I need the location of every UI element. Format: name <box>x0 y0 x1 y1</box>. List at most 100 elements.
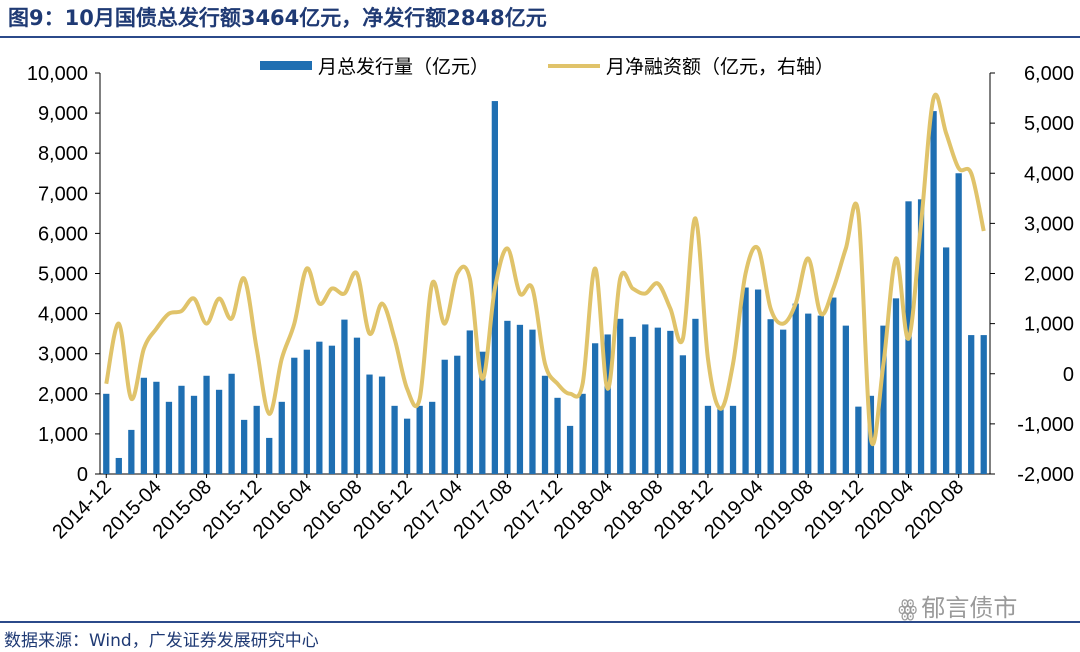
bar-2015-08 <box>203 375 210 474</box>
bar-2017-01 <box>416 405 423 474</box>
bar-2015-04 <box>153 381 160 474</box>
bar-2015-11 <box>241 419 248 474</box>
bar-2016-11 <box>391 405 398 474</box>
bar-2018-11 <box>692 318 699 474</box>
bar-2020-05 <box>917 199 925 474</box>
bar-2017-06 <box>479 351 486 474</box>
bar-2017-11 <box>541 375 549 474</box>
bar-2017-08 <box>504 320 511 474</box>
bar-2016-04 <box>303 349 310 474</box>
y-right-tick-label: 2,000 <box>1024 264 1074 286</box>
y-left-tick-label: 8,000 <box>38 143 88 165</box>
bar-2016-05 <box>316 341 323 474</box>
watermark: ꙮ 郁言债市 <box>898 588 1017 623</box>
bar-2019-02 <box>729 405 737 474</box>
bar-2020-02 <box>880 325 887 474</box>
bar-2018-09 <box>667 330 674 474</box>
bar-2017-02 <box>429 401 436 474</box>
bar-2018-02 <box>579 393 586 474</box>
bar-2016-08 <box>353 337 361 474</box>
bar-2016-09 <box>366 374 373 474</box>
bar-2017-09 <box>516 324 524 474</box>
y-left-tick-label: 9,000 <box>38 103 88 125</box>
bar-2020-06 <box>930 111 937 474</box>
legend-label-line: 月净融资额（亿元，右轴） <box>606 56 834 78</box>
bar-2019-04 <box>754 289 762 474</box>
y-left-tick-label: 1,000 <box>38 424 88 446</box>
watermark-text: 郁言债市 <box>921 594 1018 622</box>
bar-2018-10 <box>679 355 687 474</box>
bar-2016-07 <box>341 319 348 474</box>
bar-2019-10 <box>830 297 837 474</box>
bar-2017-04 <box>454 355 461 474</box>
bar-2016-03 <box>291 357 298 474</box>
y-left-tick-label: 6,000 <box>38 223 88 245</box>
bar-2015-12 <box>253 405 260 474</box>
bar-2017-12 <box>554 397 561 474</box>
bar-2015-01 <box>115 457 122 474</box>
y-right-tick-label: 0 <box>1063 364 1074 386</box>
bar-2018-01 <box>566 425 574 474</box>
y-left-tick-label: 0 <box>77 464 88 486</box>
wechat-icon: ꙮ <box>898 597 918 622</box>
bar-2015-09 <box>215 389 223 474</box>
bar-2018-05 <box>617 318 624 474</box>
bar-2015-10 <box>228 373 235 474</box>
bar-2020-07 <box>942 247 950 474</box>
bar-2018-07 <box>642 324 649 474</box>
legend-label-bar: 月总发行量（亿元） <box>318 56 489 78</box>
bar-2019-11 <box>842 325 849 474</box>
bar-2018-06 <box>629 336 636 474</box>
bar-2020-09 <box>968 335 975 474</box>
bar-2019-01 <box>717 409 724 474</box>
y-right-tick-label: 4,000 <box>1024 163 1074 185</box>
chart-legend: 月总发行量（亿元） 月净融资额（亿元，右轴） <box>260 56 834 78</box>
y-left-tick-label: 7,000 <box>38 183 88 205</box>
y-left-tick-label: 4,000 <box>38 304 88 326</box>
y-right-tick-label: 3,000 <box>1024 213 1074 235</box>
bar-2016-01 <box>266 437 273 474</box>
page-title: 图9：10月国债总发行额3464亿元，净发行额2848亿元 <box>8 6 547 30</box>
y-left-tick-label: 5,000 <box>38 264 88 286</box>
bar-2015-03 <box>140 377 148 474</box>
y-right-tick-label: -1,000 <box>1017 414 1074 436</box>
bar-2018-08 <box>654 327 661 474</box>
y-right-tick-label: 5,000 <box>1024 113 1074 135</box>
y-left-tick-label: 2,000 <box>38 384 88 406</box>
bar-2015-07 <box>190 395 198 474</box>
bar-2015-02 <box>128 429 135 474</box>
bar-2015-05 <box>165 401 173 474</box>
bar-2016-12 <box>403 418 411 474</box>
y-left-tick-label: 10,000 <box>27 63 88 85</box>
legend-swatch-bar <box>260 61 312 70</box>
bar-2020-03 <box>892 298 900 474</box>
bar-2016-02 <box>278 401 285 474</box>
bar-2018-12 <box>704 405 712 474</box>
bar-2019-03 <box>742 287 749 474</box>
y-right-tick-label: -2,000 <box>1017 464 1074 486</box>
bar-2015-06 <box>178 385 185 474</box>
bar-2020-10 <box>980 335 987 474</box>
bar-2016-06 <box>328 345 336 474</box>
bar-2019-09 <box>817 315 824 474</box>
bar-2017-10 <box>529 329 536 474</box>
bar-2019-12 <box>855 406 862 474</box>
bar-2017-05 <box>466 330 473 474</box>
bar-2016-10 <box>378 376 386 474</box>
y-right-tick-label: 1,000 <box>1024 314 1074 336</box>
bar-2019-05 <box>767 319 774 474</box>
bar-2014-12 <box>103 393 110 474</box>
y-right-tick-label: 6,000 <box>1024 63 1074 85</box>
bar-2017-03 <box>441 359 448 474</box>
bar-2019-06 <box>780 329 787 474</box>
plot-area: 0 1,000 2,000 3,000 4,000 5,000 6,000 7,000 8,00… <box>27 63 1074 543</box>
bar-2018-03 <box>592 343 599 474</box>
bar-2019-08 <box>805 313 812 474</box>
bar-2020-08 <box>955 173 962 474</box>
title-divider <box>0 36 1080 38</box>
source-note: 数据来源：Wind，广发证券发展研究中心 <box>4 631 319 651</box>
bar-2019-07 <box>792 303 799 474</box>
y-left-tick-label: 3,000 <box>38 344 88 366</box>
bar-2018-04 <box>604 334 611 474</box>
